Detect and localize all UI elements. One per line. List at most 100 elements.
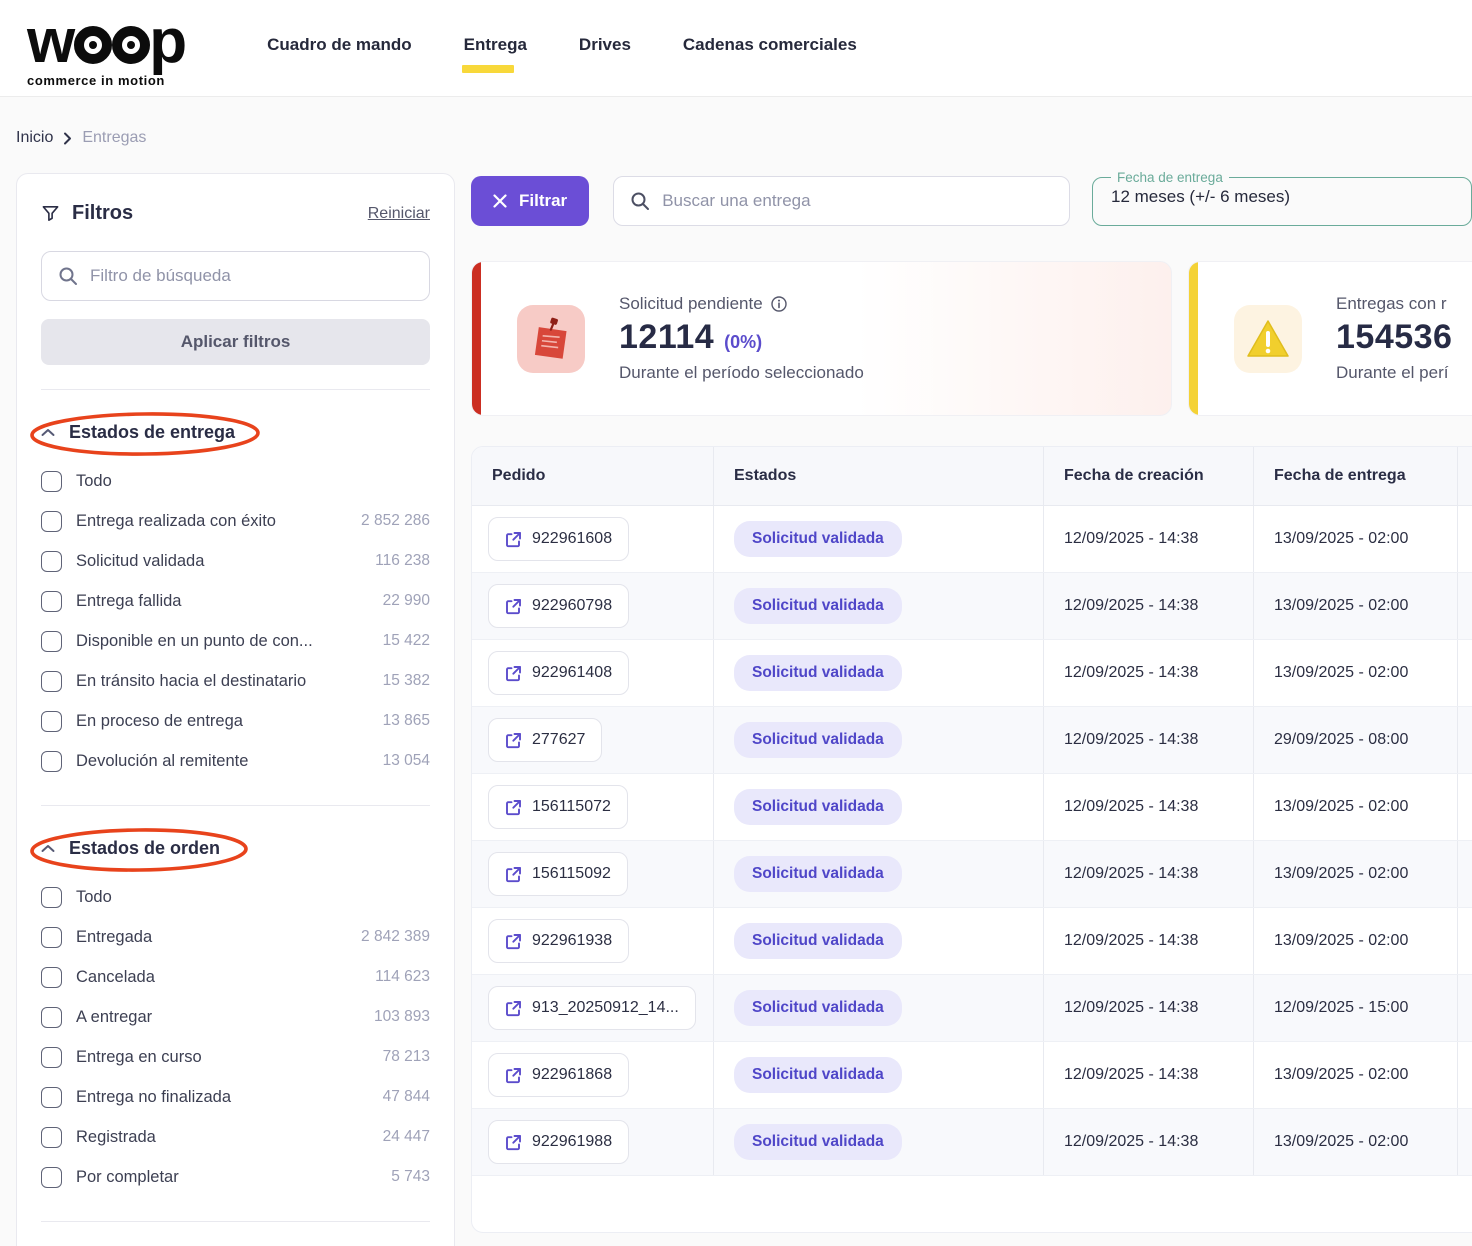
- status-badge: Solicitud validada: [734, 789, 902, 825]
- filter-option[interactable]: Por completar 5 743: [41, 1157, 430, 1197]
- status-badge: Solicitud validada: [734, 1124, 902, 1160]
- order-link-button[interactable]: 922961408: [488, 651, 630, 695]
- checkbox[interactable]: [41, 590, 62, 612]
- table-body: 922961608 Solicitud validada 12/09/2025 …: [472, 506, 1472, 1176]
- filter-count: 22 990: [382, 592, 430, 609]
- checkbox[interactable]: [41, 1126, 62, 1148]
- checkbox[interactable]: [41, 550, 62, 572]
- breadcrumb: Inicio Entregas: [16, 129, 1456, 147]
- toolbar: Filtrar Fecha de entrega 12 meses (+/- 6…: [471, 170, 1472, 229]
- stat-subtitle: Durante el perí: [1336, 363, 1449, 382]
- divider: [41, 1221, 430, 1222]
- status-badge: Solicitud validada: [734, 1057, 902, 1093]
- checkbox[interactable]: [41, 750, 62, 772]
- filter-button[interactable]: Filtrar: [471, 176, 590, 226]
- external-link-icon: [506, 1067, 521, 1083]
- filter-option[interactable]: Solicitud validada 116 238: [41, 541, 430, 581]
- filter-option[interactable]: En tránsito hacia el destinatario 15 382: [41, 661, 430, 701]
- order-link-button[interactable]: 156115072: [488, 785, 628, 829]
- filter-count: 13 054: [382, 752, 430, 769]
- checkbox[interactable]: [41, 1006, 62, 1028]
- nav-item[interactable]: Cuadro de mando: [267, 35, 412, 54]
- delivery-date: 29/09/2025 - 08:00: [1274, 731, 1409, 748]
- breadcrumb-home[interactable]: Inicio: [16, 129, 54, 146]
- search-icon: [631, 192, 650, 210]
- checkbox[interactable]: [41, 1086, 62, 1108]
- filter-option[interactable]: Entregada 2 842 389: [41, 917, 430, 957]
- filter-option[interactable]: Entrega no finalizada 47 844: [41, 1077, 430, 1117]
- filter-option[interactable]: A entregar 103 893: [41, 997, 430, 1037]
- stat-value: 154536: [1336, 318, 1453, 356]
- checkbox[interactable]: [41, 470, 62, 492]
- checkbox[interactable]: [41, 886, 62, 908]
- external-link-icon: [506, 531, 521, 547]
- filter-count: 13 865: [382, 712, 430, 729]
- funnel-icon: [42, 206, 59, 221]
- status-badge: Solicitud validada: [734, 990, 902, 1026]
- apply-filters-button[interactable]: Aplicar filtros: [41, 319, 430, 365]
- order-link-button[interactable]: 922961988: [488, 1120, 630, 1164]
- info-icon[interactable]: [770, 296, 787, 312]
- order-link-button[interactable]: 156115092: [488, 852, 628, 896]
- filter-option[interactable]: Todo: [41, 877, 430, 917]
- section-estados-de-entrega[interactable]: Estados de entrega: [30, 412, 260, 456]
- section-estados-de-orden[interactable]: Estados de orden: [30, 828, 248, 872]
- table-row: 922961938 Solicitud validada 12/09/2025 …: [472, 908, 1472, 975]
- checkbox[interactable]: [41, 1166, 62, 1188]
- extra-cell: [1458, 506, 1472, 572]
- filter-option[interactable]: Entrega en curso 78 213: [41, 1037, 430, 1077]
- table-footer: [472, 1176, 1472, 1232]
- reset-filters-link[interactable]: Reiniciar: [367, 204, 430, 222]
- col-header-estados: Estados: [714, 447, 1044, 505]
- extra-cell: [1458, 774, 1472, 840]
- deliveries-table: Pedido Estados Fecha de creación Fecha d…: [471, 446, 1472, 1233]
- checkbox[interactable]: [41, 510, 62, 532]
- status-badge: Solicitud validada: [734, 923, 902, 959]
- order-link-button[interactable]: 922961608: [488, 517, 630, 561]
- main-nav: Cuadro de mando Entrega Drives Cadenas c…: [265, 25, 859, 73]
- checkbox[interactable]: [41, 1046, 62, 1068]
- order-link-button[interactable]: 922960798: [488, 584, 630, 628]
- checkbox[interactable]: [41, 630, 62, 652]
- checkbox[interactable]: [41, 966, 62, 988]
- checkbox[interactable]: [41, 670, 62, 692]
- filter-option[interactable]: Todo: [41, 461, 430, 501]
- delivery-date: 13/09/2025 - 02:00: [1274, 932, 1409, 949]
- checkbox[interactable]: [41, 710, 62, 732]
- filter-option[interactable]: Devolución al remitente 13 054: [41, 741, 430, 781]
- filter-option[interactable]: Registrada 24 447: [41, 1117, 430, 1157]
- nav-item[interactable]: Cadenas comerciales: [682, 35, 857, 54]
- filter-search-input[interactable]: [90, 266, 413, 286]
- order-link-button[interactable]: 922961868: [488, 1053, 630, 1097]
- order-link-button[interactable]: 277627: [488, 718, 603, 762]
- nav-item[interactable]: Drives: [578, 35, 631, 54]
- delivery-date-select[interactable]: Fecha de entrega 12 meses (+/- 6 meses): [1092, 170, 1472, 226]
- logo-o-ring: [74, 25, 113, 64]
- filter-option[interactable]: Disponible en un punto de con... 15 422: [41, 621, 430, 661]
- chevron-up-icon: [41, 429, 55, 436]
- filter-count: 114 623: [375, 968, 430, 985]
- date-field-value: 12 meses (+/- 6 meses): [1111, 187, 1291, 206]
- col-header-fecha-entrega: Fecha de entrega: [1254, 447, 1458, 505]
- order-link-button[interactable]: 913_20250912_14...: [488, 986, 696, 1030]
- delivery-search-input[interactable]: [662, 191, 1053, 211]
- table-row: 156115072 Solicitud validada 12/09/2025 …: [472, 774, 1472, 841]
- filter-option[interactable]: Entrega realizada con éxito 2 852 286: [41, 501, 430, 541]
- logo-o-ring: [112, 25, 151, 64]
- external-link-icon: [506, 799, 521, 815]
- red-accent-stripe: [472, 262, 481, 415]
- filter-count: 103 893: [373, 1008, 430, 1025]
- filter-count: 2 852 286: [361, 512, 430, 529]
- filter-option[interactable]: En proceso de entrega 13 865: [41, 701, 430, 741]
- filter-option[interactable]: Entrega fallida 22 990: [41, 581, 430, 621]
- order-link-button[interactable]: 922961938: [488, 919, 630, 963]
- creation-date: 12/09/2025 - 14:38: [1064, 1066, 1199, 1083]
- creation-date: 12/09/2025 - 14:38: [1064, 731, 1199, 748]
- checkbox[interactable]: [41, 926, 62, 948]
- nav-item[interactable]: Entrega: [461, 25, 529, 73]
- filter-option[interactable]: Cancelada 114 623: [41, 957, 430, 997]
- filter-count: 15 422: [382, 632, 430, 649]
- stat-title: Solicitud pendiente: [619, 294, 763, 313]
